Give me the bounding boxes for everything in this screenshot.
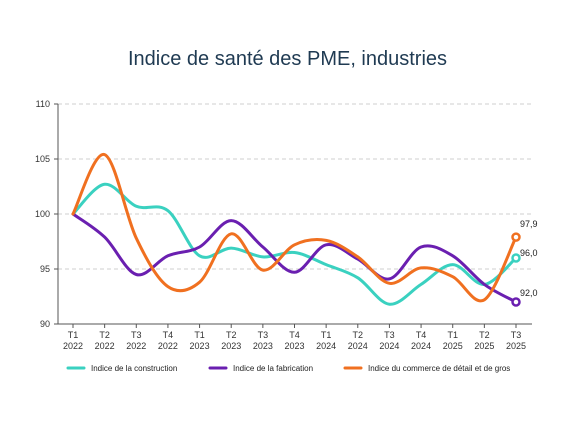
y-tick-label: 95	[40, 264, 50, 274]
series-lines	[71, 153, 518, 306]
series-line-construction	[71, 182, 518, 306]
end-marker-commerce	[511, 232, 521, 242]
x-tick-labels: T12022T22022T32022T42022T12023T22023T320…	[63, 330, 526, 351]
y-tick-label: 90	[40, 319, 50, 329]
x-tick-quarter: T4	[416, 330, 427, 340]
x-tick-quarter: T4	[163, 330, 174, 340]
chart-title: Indice de santé des PME, industries	[127, 48, 448, 70]
x-tick-year: 2025	[474, 341, 494, 351]
end-label-fabrication: 92,0	[520, 288, 538, 298]
end-marker-construction	[511, 253, 521, 263]
x-tick-quarter: T1	[321, 330, 332, 340]
end-marker-fabrication	[511, 297, 521, 307]
x-tick-year: 2023	[221, 341, 241, 351]
y-tick-label: 105	[35, 154, 50, 164]
x-tick-year: 2024	[316, 341, 336, 351]
x-tick-year: 2024	[411, 341, 431, 351]
x-tick-year: 2023	[284, 341, 304, 351]
legend-label-commerce: Indice du commerce de détail et de gros	[368, 364, 510, 373]
x-tick-year: 2022	[158, 341, 178, 351]
y-tick-label: 100	[35, 209, 50, 219]
x-tick-quarter: T2	[99, 330, 110, 340]
x-tick-year: 2022	[63, 341, 83, 351]
x-tick-quarter: T3	[384, 330, 395, 340]
end-label-construction: 96,0	[520, 248, 538, 258]
axes	[54, 103, 532, 328]
x-tick-year: 2025	[443, 341, 463, 351]
x-tick-quarter: T3	[258, 330, 269, 340]
x-tick-quarter: T1	[194, 330, 205, 340]
x-tick-quarter: T4	[289, 330, 300, 340]
x-tick-quarter: T1	[447, 330, 458, 340]
x-tick-year: 2022	[126, 341, 146, 351]
end-label-commerce: 97,9	[520, 219, 538, 229]
legend-label-construction: Indice de la construction	[91, 364, 177, 373]
x-tick-quarter: T3	[511, 330, 522, 340]
end-markers: 96,0 92,0 97,9	[511, 219, 538, 307]
x-tick-quarter: T3	[131, 330, 142, 340]
grid-lines	[58, 103, 532, 270]
y-tick-label: 110	[36, 99, 50, 109]
x-tick-quarter: T2	[353, 330, 364, 340]
x-tick-year: 2022	[95, 341, 115, 351]
legend-label-fabrication: Indice de la fabrication	[233, 364, 313, 373]
x-tick-year: 2023	[253, 341, 273, 351]
x-tick-year: 2023	[190, 341, 210, 351]
series-line-fabrication	[71, 212, 518, 304]
x-tick-year: 2024	[379, 341, 399, 351]
x-tick-quarter: T2	[226, 330, 237, 340]
x-tick-year: 2025	[506, 341, 526, 351]
x-tick-quarter: T1	[68, 330, 79, 340]
y-tick-labels: 90 95 100 105 110	[35, 99, 50, 329]
legend: Indice de la construction Indice de la fa…	[66, 364, 510, 373]
x-tick-quarter: T2	[479, 330, 490, 340]
x-tick-year: 2024	[348, 341, 368, 351]
series-line-commerce	[71, 153, 518, 303]
